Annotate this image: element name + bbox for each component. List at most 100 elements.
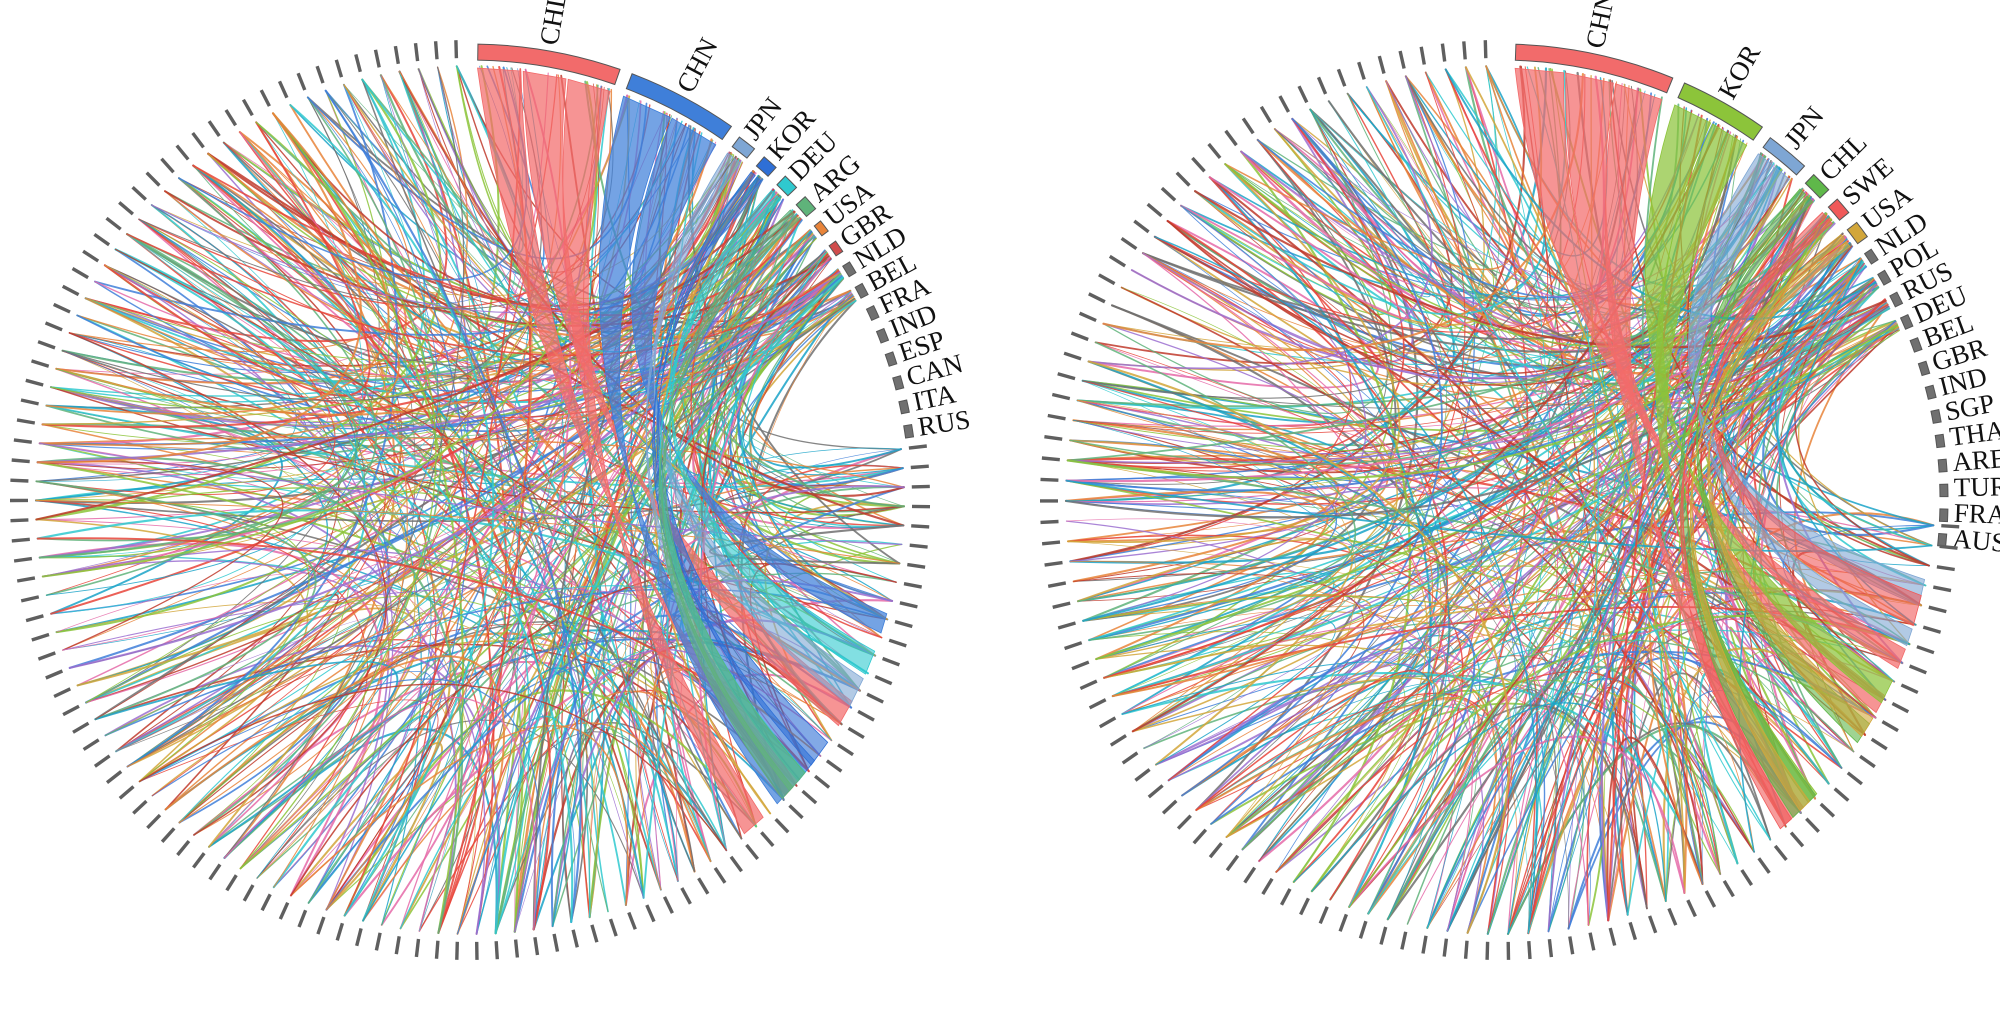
chord-flow bbox=[50, 386, 905, 514]
chord-flow bbox=[325, 90, 468, 917]
segment-tick bbox=[1261, 877, 1274, 895]
segment-tick bbox=[413, 43, 420, 62]
segment-arc-tha bbox=[1934, 433, 1946, 449]
segment-tick bbox=[1047, 413, 1066, 421]
chord-flow bbox=[39, 442, 903, 546]
chord-flow bbox=[362, 722, 712, 922]
chord-flow bbox=[38, 164, 400, 446]
segment-tick bbox=[13, 438, 33, 444]
segment-tick bbox=[1442, 938, 1449, 957]
country-label-are: ARE bbox=[1951, 443, 2000, 477]
segment-tick bbox=[1259, 105, 1273, 124]
chord-flow bbox=[380, 74, 644, 899]
chord-diagram-left: CHLCHNJPNKORDEUARGUSAGBRNLDBELFRAINDESPC… bbox=[9, 0, 972, 960]
segment-arc-pol bbox=[1877, 269, 1892, 286]
segment-tick bbox=[1485, 941, 1490, 960]
segment-tick bbox=[1191, 156, 1206, 173]
segment-tick bbox=[1063, 351, 1082, 361]
chord-flow bbox=[1406, 570, 1911, 925]
segment-arc-usa bbox=[813, 220, 829, 237]
segment-tick bbox=[44, 321, 63, 332]
chord-flow bbox=[1623, 83, 1933, 547]
segment-tick bbox=[1628, 921, 1638, 941]
segment-arc-fra bbox=[1938, 508, 1949, 523]
segment-tick bbox=[241, 98, 254, 117]
segment-tick bbox=[37, 340, 56, 350]
chord-flow bbox=[208, 235, 816, 848]
segment-tick bbox=[145, 171, 161, 187]
segment-tick bbox=[355, 927, 363, 947]
country-label-tur: TUR bbox=[1954, 471, 2000, 502]
chord-flow bbox=[39, 90, 390, 559]
segment-arc-chn bbox=[625, 73, 733, 141]
chord-flow bbox=[324, 89, 582, 924]
segment-tick bbox=[1377, 55, 1386, 74]
country-label-chn: CHN bbox=[1580, 0, 1621, 51]
chord-flow bbox=[681, 209, 897, 583]
chord-flow bbox=[1112, 133, 1734, 697]
chord-ribbon-kor bbox=[656, 176, 829, 766]
segment-tick bbox=[1398, 50, 1406, 69]
segment-tick bbox=[1648, 915, 1658, 934]
chord-flow bbox=[1648, 135, 1739, 885]
chord-flow bbox=[1598, 656, 1843, 922]
segment-tick bbox=[1108, 254, 1127, 268]
chord-flow bbox=[138, 229, 811, 783]
segment-tick bbox=[911, 524, 930, 529]
segment-tick bbox=[414, 938, 421, 958]
chord-flow bbox=[1067, 163, 1401, 543]
chord-flow bbox=[94, 233, 814, 384]
chord-flow bbox=[55, 65, 500, 634]
chord-flow bbox=[239, 131, 832, 741]
segment-tick bbox=[93, 233, 111, 247]
segment-tick bbox=[61, 284, 80, 297]
chord-flow bbox=[272, 112, 465, 934]
segment-tick bbox=[1225, 854, 1240, 872]
segment-tick bbox=[1051, 392, 1071, 401]
chord-flow bbox=[1241, 679, 1755, 853]
segment-tick bbox=[1057, 621, 1076, 630]
segment-tick bbox=[433, 41, 439, 60]
segment-arc-fra bbox=[865, 305, 880, 321]
chord-flow bbox=[1088, 118, 1448, 371]
segment-tick bbox=[857, 709, 875, 722]
chord-flow bbox=[115, 593, 340, 811]
segment-tick bbox=[1207, 142, 1222, 159]
segment-tick bbox=[1109, 734, 1127, 747]
segment-tick bbox=[1079, 679, 1098, 691]
chord-flow bbox=[1064, 243, 1852, 519]
segment-arc-esp bbox=[884, 351, 898, 367]
segment-arc-aus bbox=[1937, 532, 1948, 548]
chord-flow bbox=[1194, 190, 1887, 349]
segment-tick bbox=[760, 831, 775, 848]
segment-tick bbox=[590, 924, 599, 943]
segment-tick bbox=[1052, 601, 1071, 609]
chord-flow bbox=[1386, 66, 1529, 921]
segment-tick bbox=[1280, 888, 1292, 906]
segment-tick bbox=[72, 721, 90, 734]
chord-flow bbox=[1466, 327, 1900, 934]
segment-tick bbox=[1243, 866, 1257, 884]
segment-tick bbox=[1336, 68, 1347, 87]
chord-flow bbox=[1070, 561, 1518, 935]
chord-flow bbox=[126, 621, 398, 768]
chord-flow bbox=[494, 684, 526, 935]
segment-tick bbox=[825, 759, 843, 773]
segment-tick bbox=[1192, 828, 1208, 845]
chord-flow bbox=[1072, 419, 1340, 583]
segment-arc-sgp bbox=[1930, 409, 1942, 424]
segment-arc-tur bbox=[1939, 483, 1949, 498]
chord-flow bbox=[1154, 236, 1591, 926]
segment-tick bbox=[71, 267, 89, 280]
segment-tick bbox=[1098, 273, 1116, 286]
chord-flow bbox=[1121, 672, 1704, 885]
segment-tick bbox=[296, 72, 307, 91]
chord-flow bbox=[272, 112, 495, 935]
chord-flow bbox=[68, 332, 387, 836]
segment-tick bbox=[105, 770, 123, 784]
chord-flow bbox=[1082, 595, 1721, 875]
chord-flow bbox=[1069, 323, 1386, 563]
chord-flow bbox=[1065, 520, 1484, 934]
chord-flow bbox=[85, 268, 839, 421]
chord-flow bbox=[1066, 212, 1828, 480]
